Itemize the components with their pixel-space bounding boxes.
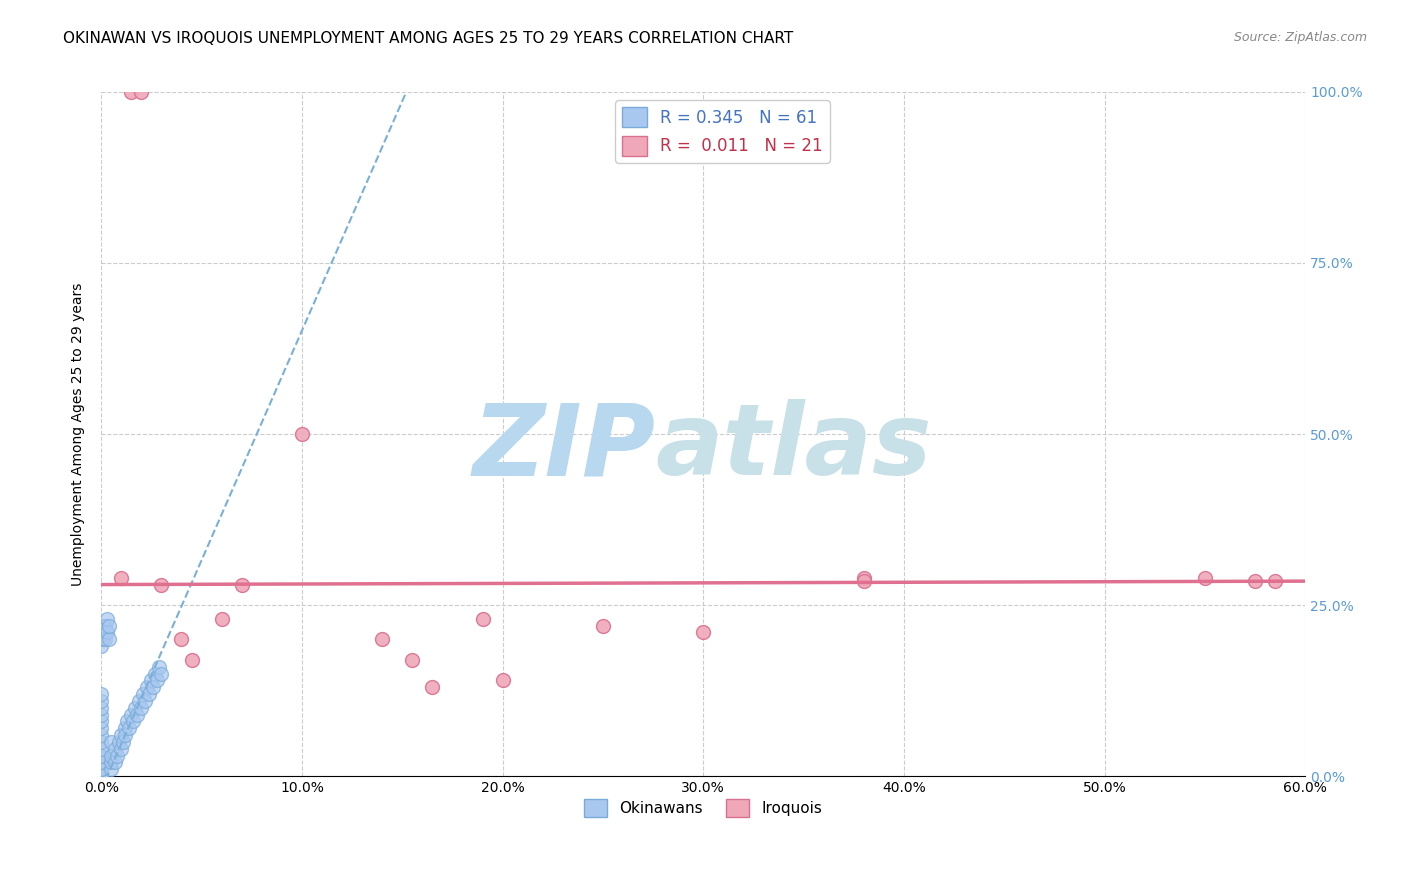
Point [118, 721, 141, 735]
Point [91, 632, 114, 647]
Point [471, 612, 494, 626]
Point [90, 687, 112, 701]
Text: OKINAWAN VS IROQUOIS UNEMPLOYMENT AMONG AGES 25 TO 29 YEARS CORRELATION CHART: OKINAWAN VS IROQUOIS UNEMPLOYMENT AMONG … [63, 31, 793, 46]
Text: Source: ZipAtlas.com: Source: ZipAtlas.com [1233, 31, 1367, 45]
Legend: Okinawans, Iroquois: Okinawans, Iroquois [578, 792, 828, 823]
Point [108, 735, 131, 749]
Point [231, 577, 253, 591]
Point [90, 762, 112, 776]
Point [1194, 571, 1216, 585]
Point [122, 714, 145, 729]
Point [422, 680, 444, 694]
Point [114, 721, 136, 735]
Point [120, 707, 142, 722]
Point [100, 756, 122, 770]
Point [90, 694, 112, 708]
Point [592, 618, 614, 632]
Point [1264, 574, 1286, 589]
Point [98, 632, 121, 647]
Point [138, 687, 160, 701]
Point [90, 728, 112, 742]
Point [110, 728, 132, 742]
Point [401, 653, 423, 667]
Point [142, 680, 165, 694]
Y-axis label: Unemployment Among Ages 25 to 29 years: Unemployment Among Ages 25 to 29 years [72, 283, 86, 586]
Point [96, 612, 118, 626]
Point [127, 707, 149, 722]
Point [371, 632, 394, 647]
Point [124, 700, 146, 714]
Point [128, 694, 150, 708]
Point [211, 612, 233, 626]
Point [180, 653, 202, 667]
Point [1244, 574, 1267, 589]
Point [291, 427, 314, 442]
Point [110, 741, 132, 756]
Point [491, 673, 513, 688]
Point [148, 659, 170, 673]
Point [90, 707, 112, 722]
Point [117, 714, 139, 729]
Point [141, 673, 163, 688]
Point [131, 700, 153, 714]
Point [150, 666, 173, 681]
Point [105, 748, 128, 763]
Point [90, 756, 112, 770]
Point [100, 735, 122, 749]
Point [94, 618, 117, 632]
Point [852, 574, 875, 589]
Point [110, 571, 132, 585]
Point [90, 769, 112, 783]
Point [120, 85, 142, 99]
Point [852, 571, 875, 585]
Point [90, 769, 112, 783]
Point [90, 735, 112, 749]
Point [100, 762, 122, 776]
Point [90, 769, 112, 783]
Point [98, 618, 121, 632]
Point [170, 632, 193, 647]
Point [114, 728, 136, 742]
Point [146, 673, 169, 688]
Point [692, 625, 714, 640]
Point [90, 741, 112, 756]
Text: atlas: atlas [655, 400, 932, 496]
Point [90, 639, 112, 653]
Point [90, 748, 112, 763]
Point [131, 85, 153, 99]
Point [90, 769, 112, 783]
Point [104, 741, 127, 756]
Point [150, 577, 173, 591]
Point [145, 666, 167, 681]
Point [134, 694, 156, 708]
Point [91, 618, 114, 632]
Point [90, 714, 112, 729]
Point [104, 756, 127, 770]
Point [132, 687, 155, 701]
Point [90, 762, 112, 776]
Point [96, 625, 118, 640]
Point [90, 769, 112, 783]
Point [112, 735, 135, 749]
Point [90, 700, 112, 714]
Text: ZIP: ZIP [472, 400, 655, 496]
Point [90, 748, 112, 763]
Point [90, 625, 112, 640]
Point [90, 721, 112, 735]
Point [136, 680, 159, 694]
Point [94, 632, 117, 647]
Point [90, 756, 112, 770]
Point [100, 748, 122, 763]
